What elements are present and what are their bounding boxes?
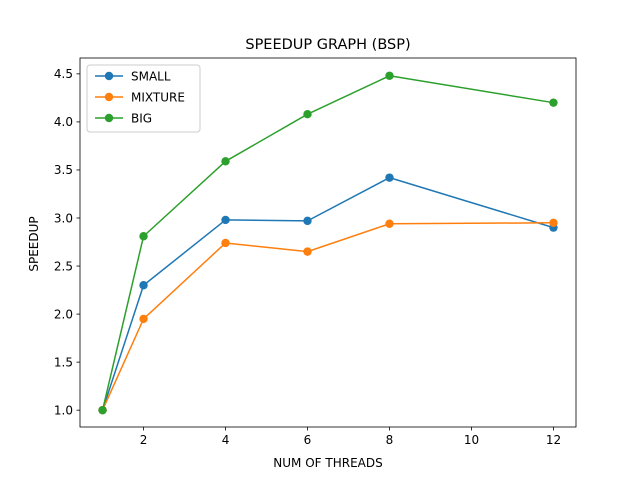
data-point-big [221, 157, 230, 166]
y-tick-label: 1.0 [54, 403, 73, 417]
chart-title: SPEEDUP GRAPH (BSP) [245, 37, 410, 53]
legend-label-mixture: MIXTURE [131, 90, 185, 104]
y-tick-label: 4.0 [54, 115, 73, 129]
x-axis-label: NUM OF THREADS [273, 456, 382, 470]
data-point-big [139, 232, 148, 241]
y-tick-label: 4.5 [54, 67, 73, 81]
y-tick-label: 2.5 [54, 259, 73, 273]
y-tick-label: 1.5 [54, 355, 73, 369]
legend-label-small: SMALL [131, 69, 171, 83]
legend-label-big: BIG [131, 111, 152, 125]
axes: 2 4 6 8 10 12 1.0 1.5 2.0 2.5 3.0 3.5 4.0 4.5 [54, 57, 577, 447]
legend: SMALL MIXTURE BIG [86, 64, 201, 133]
legend-marker-big [104, 113, 114, 123]
x-tick-label: 4 [222, 433, 230, 447]
x-tick-label: 6 [304, 433, 312, 447]
x-tick-label: 8 [386, 433, 394, 447]
axes-frame [79, 57, 577, 428]
series-line-mixture [101, 222, 554, 411]
data-point-small [303, 216, 312, 226]
plot-area [98, 71, 558, 415]
data-point-big [385, 71, 394, 80]
data-point-mixture [139, 314, 148, 324]
y-tick-label: 2.0 [54, 307, 73, 321]
data-point-small [221, 215, 230, 225]
data-point-mixture [385, 219, 394, 228]
x-tick-label: 10 [464, 433, 479, 447]
legend-box [86, 64, 201, 133]
data-point-mixture [549, 218, 558, 227]
legend-marker-mixture [104, 92, 114, 102]
data-point-big [549, 98, 558, 107]
data-point-mixture [221, 238, 230, 248]
data-point-small [139, 281, 148, 290]
y-axis-label: SPEEDUP [27, 216, 41, 271]
x-tick-label: 2 [140, 433, 148, 447]
series-line-big [101, 75, 554, 411]
legend-marker-small [104, 71, 114, 81]
series-line-small [101, 176, 554, 411]
y-tick-label: 3.0 [54, 211, 73, 225]
data-point-mixture [303, 247, 312, 256]
data-point-small [385, 173, 394, 182]
x-tick-label: 12 [546, 433, 561, 447]
y-tick-label: 3.5 [54, 163, 73, 177]
data-point-big [98, 405, 107, 415]
data-point-big [303, 110, 312, 119]
